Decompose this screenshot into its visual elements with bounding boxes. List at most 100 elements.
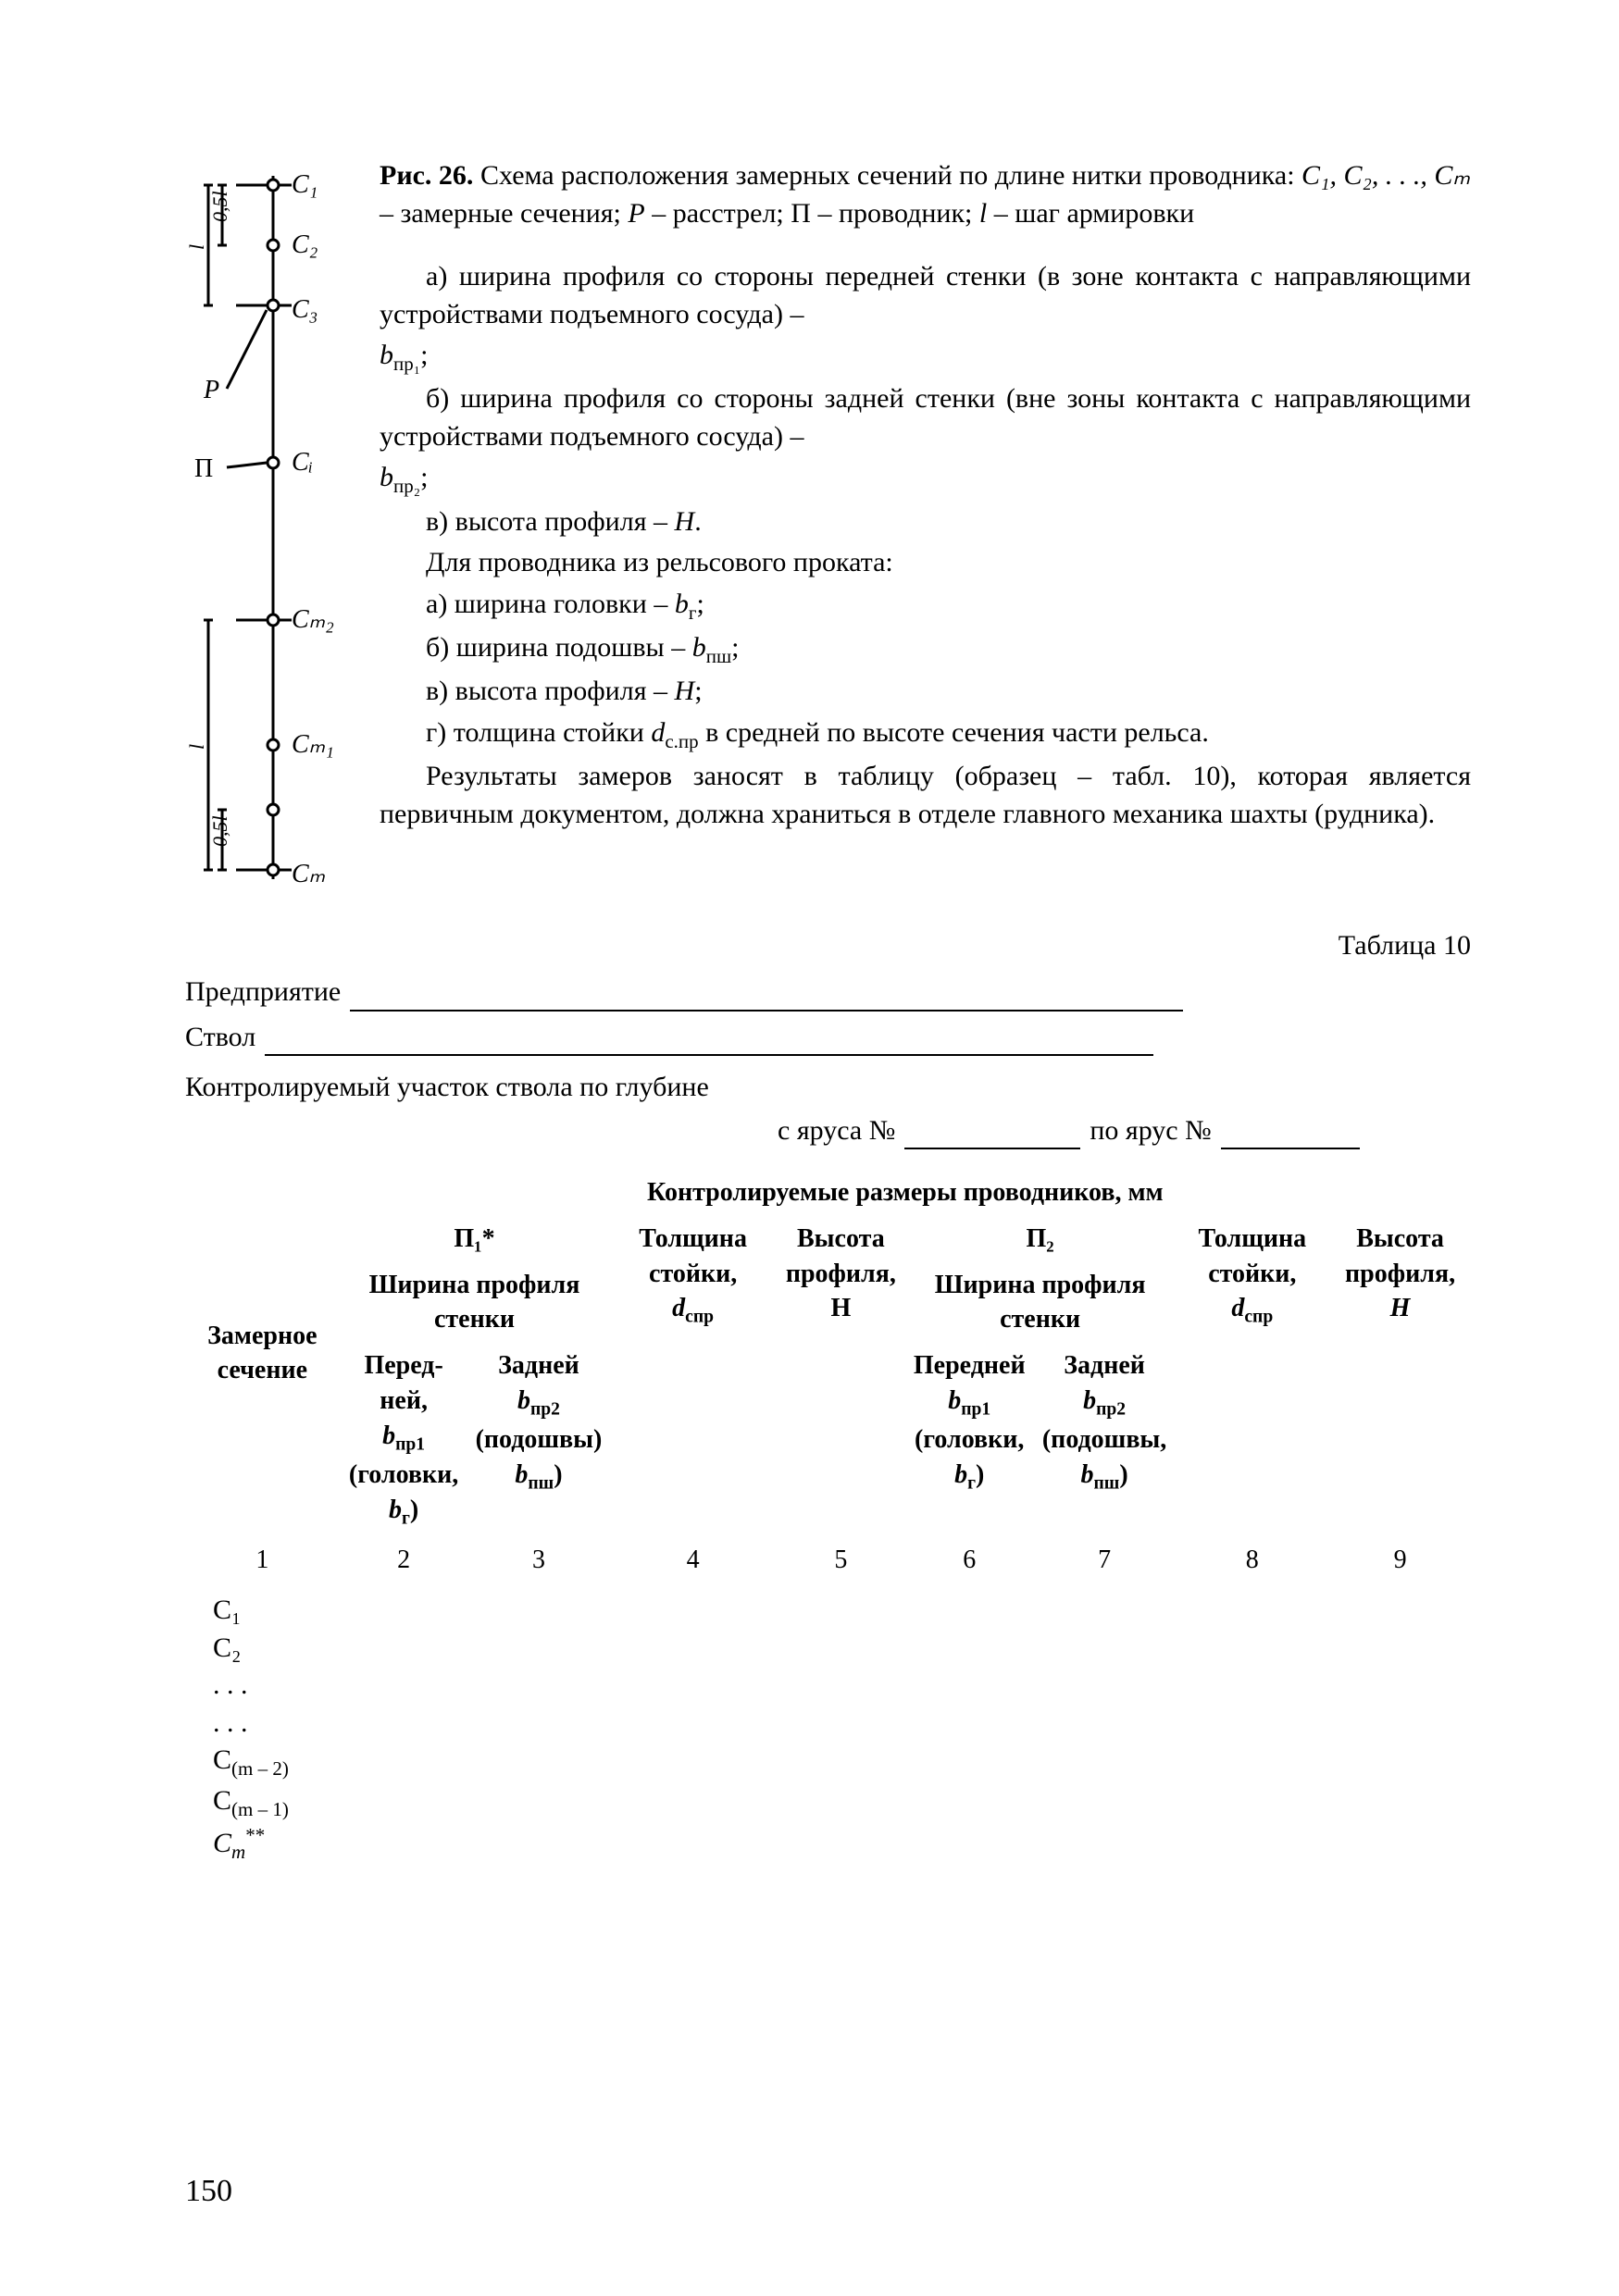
back2-c: (подош­вы, [1042,1425,1166,1454]
diag-cm2: Cₘ₂ [292,605,334,634]
caption-pi-after: – проводник; [817,198,978,229]
v-text: в) высота профиля – [426,506,675,537]
enterprise-blank[interactable] [350,979,1183,1011]
v-sym: H [675,506,695,537]
back1-e: ) [554,1460,562,1489]
front2-dsym: b [954,1460,967,1489]
b-sym: b [380,462,393,492]
caption-p: P [628,198,644,229]
height2-sym: H [1390,1294,1411,1322]
front1-bsub: пр1 [395,1434,425,1454]
a-end: ; [420,340,428,370]
diag-c3: C₃ [292,295,318,324]
row-c1: C₁ [213,1592,1471,1630]
rv-end: ; [694,676,702,706]
to-label: по ярус № [1090,1112,1211,1150]
diag-half-l-top: 0,5l [208,191,231,222]
p2-header: П₂ [905,1216,1176,1262]
front1-dsub: г [402,1508,410,1528]
col0-header: Замер­ное сечение [185,1170,340,1537]
b-end: ; [420,462,428,492]
rg-sym: d [651,717,665,748]
thick2-sub: спр [1244,1308,1273,1327]
row-cm-c: C [213,1828,231,1858]
colnum-5: 5 [777,1537,905,1583]
figure-26: C₁ C₂ C₃ Cᵢ Cₘ₂ Cₘ₁ Cₘ P П 0,5l l l 0,5l [185,157,361,909]
enterprise-label: Предприятие [185,974,341,1011]
para-b-text: б) ширина профиля со стороны задней стен… [380,383,1471,452]
para-ra: а) ширина головки – bг; [380,586,1471,626]
caption-text: Схема расположения замерных сечений по д… [480,160,1301,191]
v-end: . [694,506,702,537]
colnum-1: 1 [185,1537,340,1583]
rb-text: б) ширина подошвы – [426,632,692,663]
colnum-9: 9 [1329,1537,1471,1583]
front2-a: Перед­ней [914,1351,1026,1380]
back2-dsub: пш [1093,1473,1119,1493]
height1-header: Высота профи­ля, H [777,1216,905,1537]
to-blank[interactable] [1221,1117,1360,1149]
diag-l-top: l [185,244,208,250]
para-a-text: а) ширина профиля со стороны передней ст… [380,261,1471,329]
diag-l-bot: l [185,744,208,750]
colnum-2: 2 [340,1537,468,1583]
caption-seq: C₁, C₂, . . ., Cₘ [1301,160,1470,191]
ra-text: а) ширина головки – [426,589,675,619]
back2-header: Задней bпр2 (подош­вы, bпш) [1034,1343,1176,1536]
row-c2: C₂ [213,1630,1471,1668]
rb-sub: пш [706,645,731,667]
back1-bsub: пр2 [530,1400,560,1420]
diag-ci: Cᵢ [292,448,313,477]
front1-c: (голов­ки, [349,1460,458,1489]
diag-half-l-bot: 0,5l [208,815,231,847]
para-a-sym: bпр₁; [380,337,1471,377]
front2-e: ) [976,1460,984,1489]
ra-sym: b [675,589,689,619]
shaft-blank[interactable] [265,1024,1153,1056]
row-cm2-c: C [213,1744,231,1775]
caption-label: Рис. 26. [380,160,473,191]
front2-bsym: b [948,1386,961,1415]
b-sub: пр₂ [393,475,420,497]
a-sub: пр₁ [393,353,420,375]
caption-pi: П [791,198,811,229]
figure-caption: Рис. 26. Схема расположения замерных сеч… [380,157,1471,232]
thick2-header: Толщина стойки, dспр [1175,1216,1329,1537]
para-result: Результаты замеров заносят в таблицу (об… [380,758,1471,833]
back2-e: ) [1119,1460,1127,1489]
row-cm2-sub: (m – 2) [231,1757,289,1780]
rv-sym: H [675,676,695,706]
front1-header: Перед­ней, bпр1 (голов­ки, bг) [340,1343,468,1536]
text-column: Рис. 26. Схема расположения замерных сеч… [380,157,1471,837]
para-rb: б) ширина подошвы – bпш; [380,629,1471,669]
rg-mid: в средней по высоте сечения части рельса… [699,717,1209,748]
thick2-sym: d [1231,1294,1244,1322]
from-label: с яруса № [778,1112,895,1150]
title-header: Контролируемые размеры проводников, мм [340,1170,1471,1216]
rg-text: г) толщина стойки [426,717,651,748]
caption-l: l [979,198,987,229]
form-enterprise: Предприятие [185,974,1471,1011]
from-blank[interactable] [904,1117,1080,1149]
rv-text: в) высота профиля – [426,676,675,706]
a-sym: b [380,340,393,370]
diag-cm: Cₘ [292,860,326,888]
para-a: а) ширина профиля со стороны передней ст… [380,258,1471,333]
front1-bsym: b [382,1421,395,1450]
para-rv: в) высота профиля – H; [380,673,1471,711]
para-b: б) ширина профиля со стороны задней стен… [380,380,1471,455]
colnum-4: 4 [609,1537,777,1583]
form-depth: с яруса № по ярус № [185,1112,1471,1150]
para-rg: г) толщина стойки dс.пр в средней по выс… [380,714,1471,754]
thick1-label: Толщина стойки, [639,1224,747,1288]
back1-a: Задней [498,1351,579,1380]
para-v: в) высота профиля – H. [380,503,1471,541]
row-cm-star: ** [245,1824,265,1846]
row-cm2: C(m – 2) [213,1742,1471,1781]
row-cm1-c: C [213,1785,231,1816]
front2-bsub: пр1 [961,1400,990,1420]
row-cm-sub: m [231,1841,245,1863]
front2-dsub: г [967,1473,976,1493]
row-cm1: C(m – 1) [213,1782,1471,1822]
colnum-3: 3 [468,1537,610,1583]
